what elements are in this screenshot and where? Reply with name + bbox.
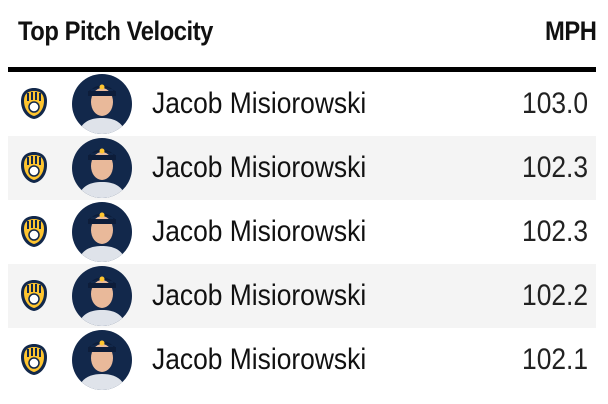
row: Jacob Misiorowski 102.1 [8, 328, 596, 392]
team-logo [21, 344, 47, 375]
velocity: 103.0 [521, 87, 588, 120]
team-logo [21, 88, 47, 119]
velocity: 102.2 [521, 279, 588, 312]
header: Top Pitch Velocity MPH [8, 0, 596, 66]
player-headshot [72, 266, 132, 326]
velocity: 102.3 [521, 215, 588, 248]
row: Jacob Misiorowski 102.3 [8, 136, 596, 200]
row: Jacob Misiorowski 103.0 [8, 72, 596, 136]
player-headshot [72, 74, 132, 134]
row: Jacob Misiorowski 102.2 [8, 264, 596, 328]
column-header: MPH [544, 16, 597, 46]
team-logo [21, 280, 47, 311]
row-icons [21, 202, 132, 262]
row-icons [21, 330, 132, 390]
player-name: Jacob Misiorowski [152, 87, 367, 120]
row: Jacob Misiorowski 102.3 [8, 200, 596, 264]
player-name: Jacob Misiorowski [152, 343, 367, 376]
player-headshot [72, 330, 132, 390]
row-icons [21, 74, 132, 134]
velocity: 102.1 [521, 343, 588, 376]
player-name: Jacob Misiorowski [152, 215, 367, 248]
team-logo [21, 216, 47, 247]
player-name: Jacob Misiorowski [152, 279, 367, 312]
player-headshot [72, 202, 132, 262]
rows: Jacob Misiorowski 103.0 [8, 72, 596, 392]
player-headshot [72, 138, 132, 198]
team-logo [21, 152, 47, 183]
title: Top Pitch Velocity [18, 16, 213, 46]
player-name: Jacob Misiorowski [152, 151, 367, 184]
velocity: 102.3 [521, 151, 588, 184]
header-rule [8, 67, 596, 72]
row-icons [21, 266, 132, 326]
row-icons [21, 138, 132, 198]
